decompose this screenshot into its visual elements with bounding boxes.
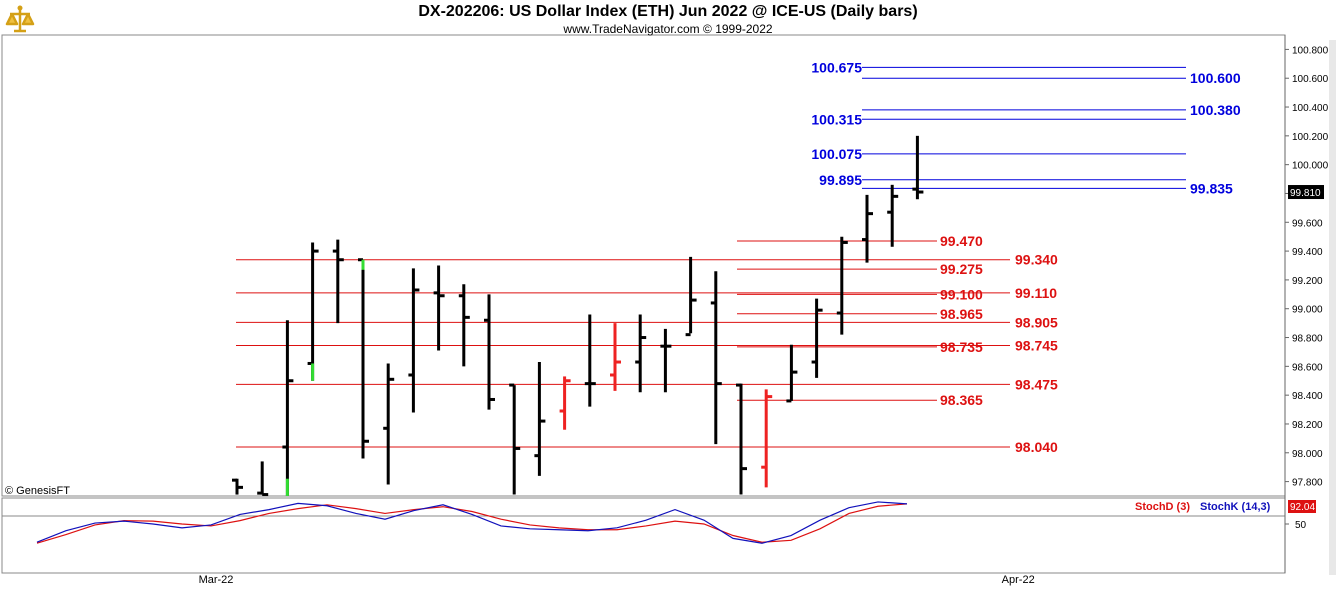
level-label: 100.675 (811, 59, 862, 75)
last-stoch-badge (1288, 500, 1316, 513)
price-tick-label: 99.200 (1292, 276, 1323, 287)
chart-frames (1, 34, 1286, 574)
stoch-line (36, 503, 908, 544)
level-label: 98.965 (940, 306, 983, 322)
price-tick-label: 100.800 (1292, 45, 1329, 56)
price-tick-label: 98.000 (1292, 449, 1323, 460)
price-tick-label: 98.800 (1292, 334, 1323, 345)
level-label: 99.895 (819, 172, 862, 188)
price-tick-label: 99.000 (1292, 305, 1323, 316)
x-tick-label: Apr-22 (1002, 574, 1035, 586)
last-price-label: 99.810 (1290, 188, 1321, 199)
level-label: 99.340 (1015, 252, 1058, 268)
level-label: 99.470 (940, 233, 983, 249)
price-tick-label: 98.600 (1292, 362, 1323, 373)
credit-label: © GenesisFT (5, 485, 70, 497)
genesis-logo-icon (5, 5, 35, 33)
chart-title: DX-202206: US Dollar Index (ETH) Jun 202… (418, 3, 918, 20)
price-tick-label: 100.200 (1292, 132, 1329, 143)
price-tick-label: 99.400 (1292, 247, 1323, 258)
price-tick-label: 100.400 (1292, 103, 1329, 114)
stoch-header-frame (1, 497, 1286, 517)
stoch-k-legend: StochK (14,3) (1200, 501, 1271, 513)
level-label: 98.040 (1015, 439, 1058, 455)
level-label: 98.365 (940, 392, 983, 408)
level-label: 98.475 (1015, 376, 1058, 392)
level-label: 100.380 (1190, 102, 1241, 118)
stoch-d-legend: StochD (3) (1135, 501, 1190, 513)
price-tick-label: 98.200 (1292, 420, 1323, 431)
chart-subtitle: www.TradeNavigator.com © 1999-2022 (563, 22, 773, 36)
level-label: 100.315 (811, 111, 862, 127)
price-tick-label: 98.400 (1292, 391, 1323, 402)
price-tick-label: 97.800 (1292, 478, 1323, 489)
level-label: 99.100 (940, 286, 983, 302)
price-bars (232, 135, 924, 497)
price-axis: 97.800 98.000 98.200 98.400 98.600 98.800 99.0… (199, 35, 1329, 586)
level-label: 98.745 (1015, 337, 1058, 353)
level-label: 100.600 (1190, 70, 1241, 86)
stoch-line (36, 501, 908, 544)
level-lines: 100.675 100.600 100.380 100.315 100.075 99.89… (236, 59, 1241, 455)
price-panel-frame (1, 34, 1286, 497)
level-label: 99.835 (1190, 180, 1233, 196)
price-tick-label: 100.000 (1292, 161, 1329, 172)
vertical-scrollbar[interactable] (1329, 40, 1336, 575)
price-tick-label: 99.600 (1292, 218, 1323, 229)
stoch-tick-label: 50 (1295, 520, 1307, 531)
level-label: 98.905 (1015, 314, 1058, 330)
level-label: 100.075 (811, 146, 862, 162)
last-stoch-label: 92.04 (1290, 502, 1315, 513)
level-label: 99.110 (1015, 285, 1057, 301)
level-label: 99.275 (940, 261, 983, 277)
price-tick-label: 100.600 (1292, 74, 1329, 85)
level-label: 98.735 (940, 339, 983, 355)
stochastic-panel: StochD (3) StochK (14,3) 50 92.04 (36, 500, 1316, 544)
x-tick-label: Mar-22 (199, 574, 234, 586)
last-price-badge (1288, 185, 1324, 200)
